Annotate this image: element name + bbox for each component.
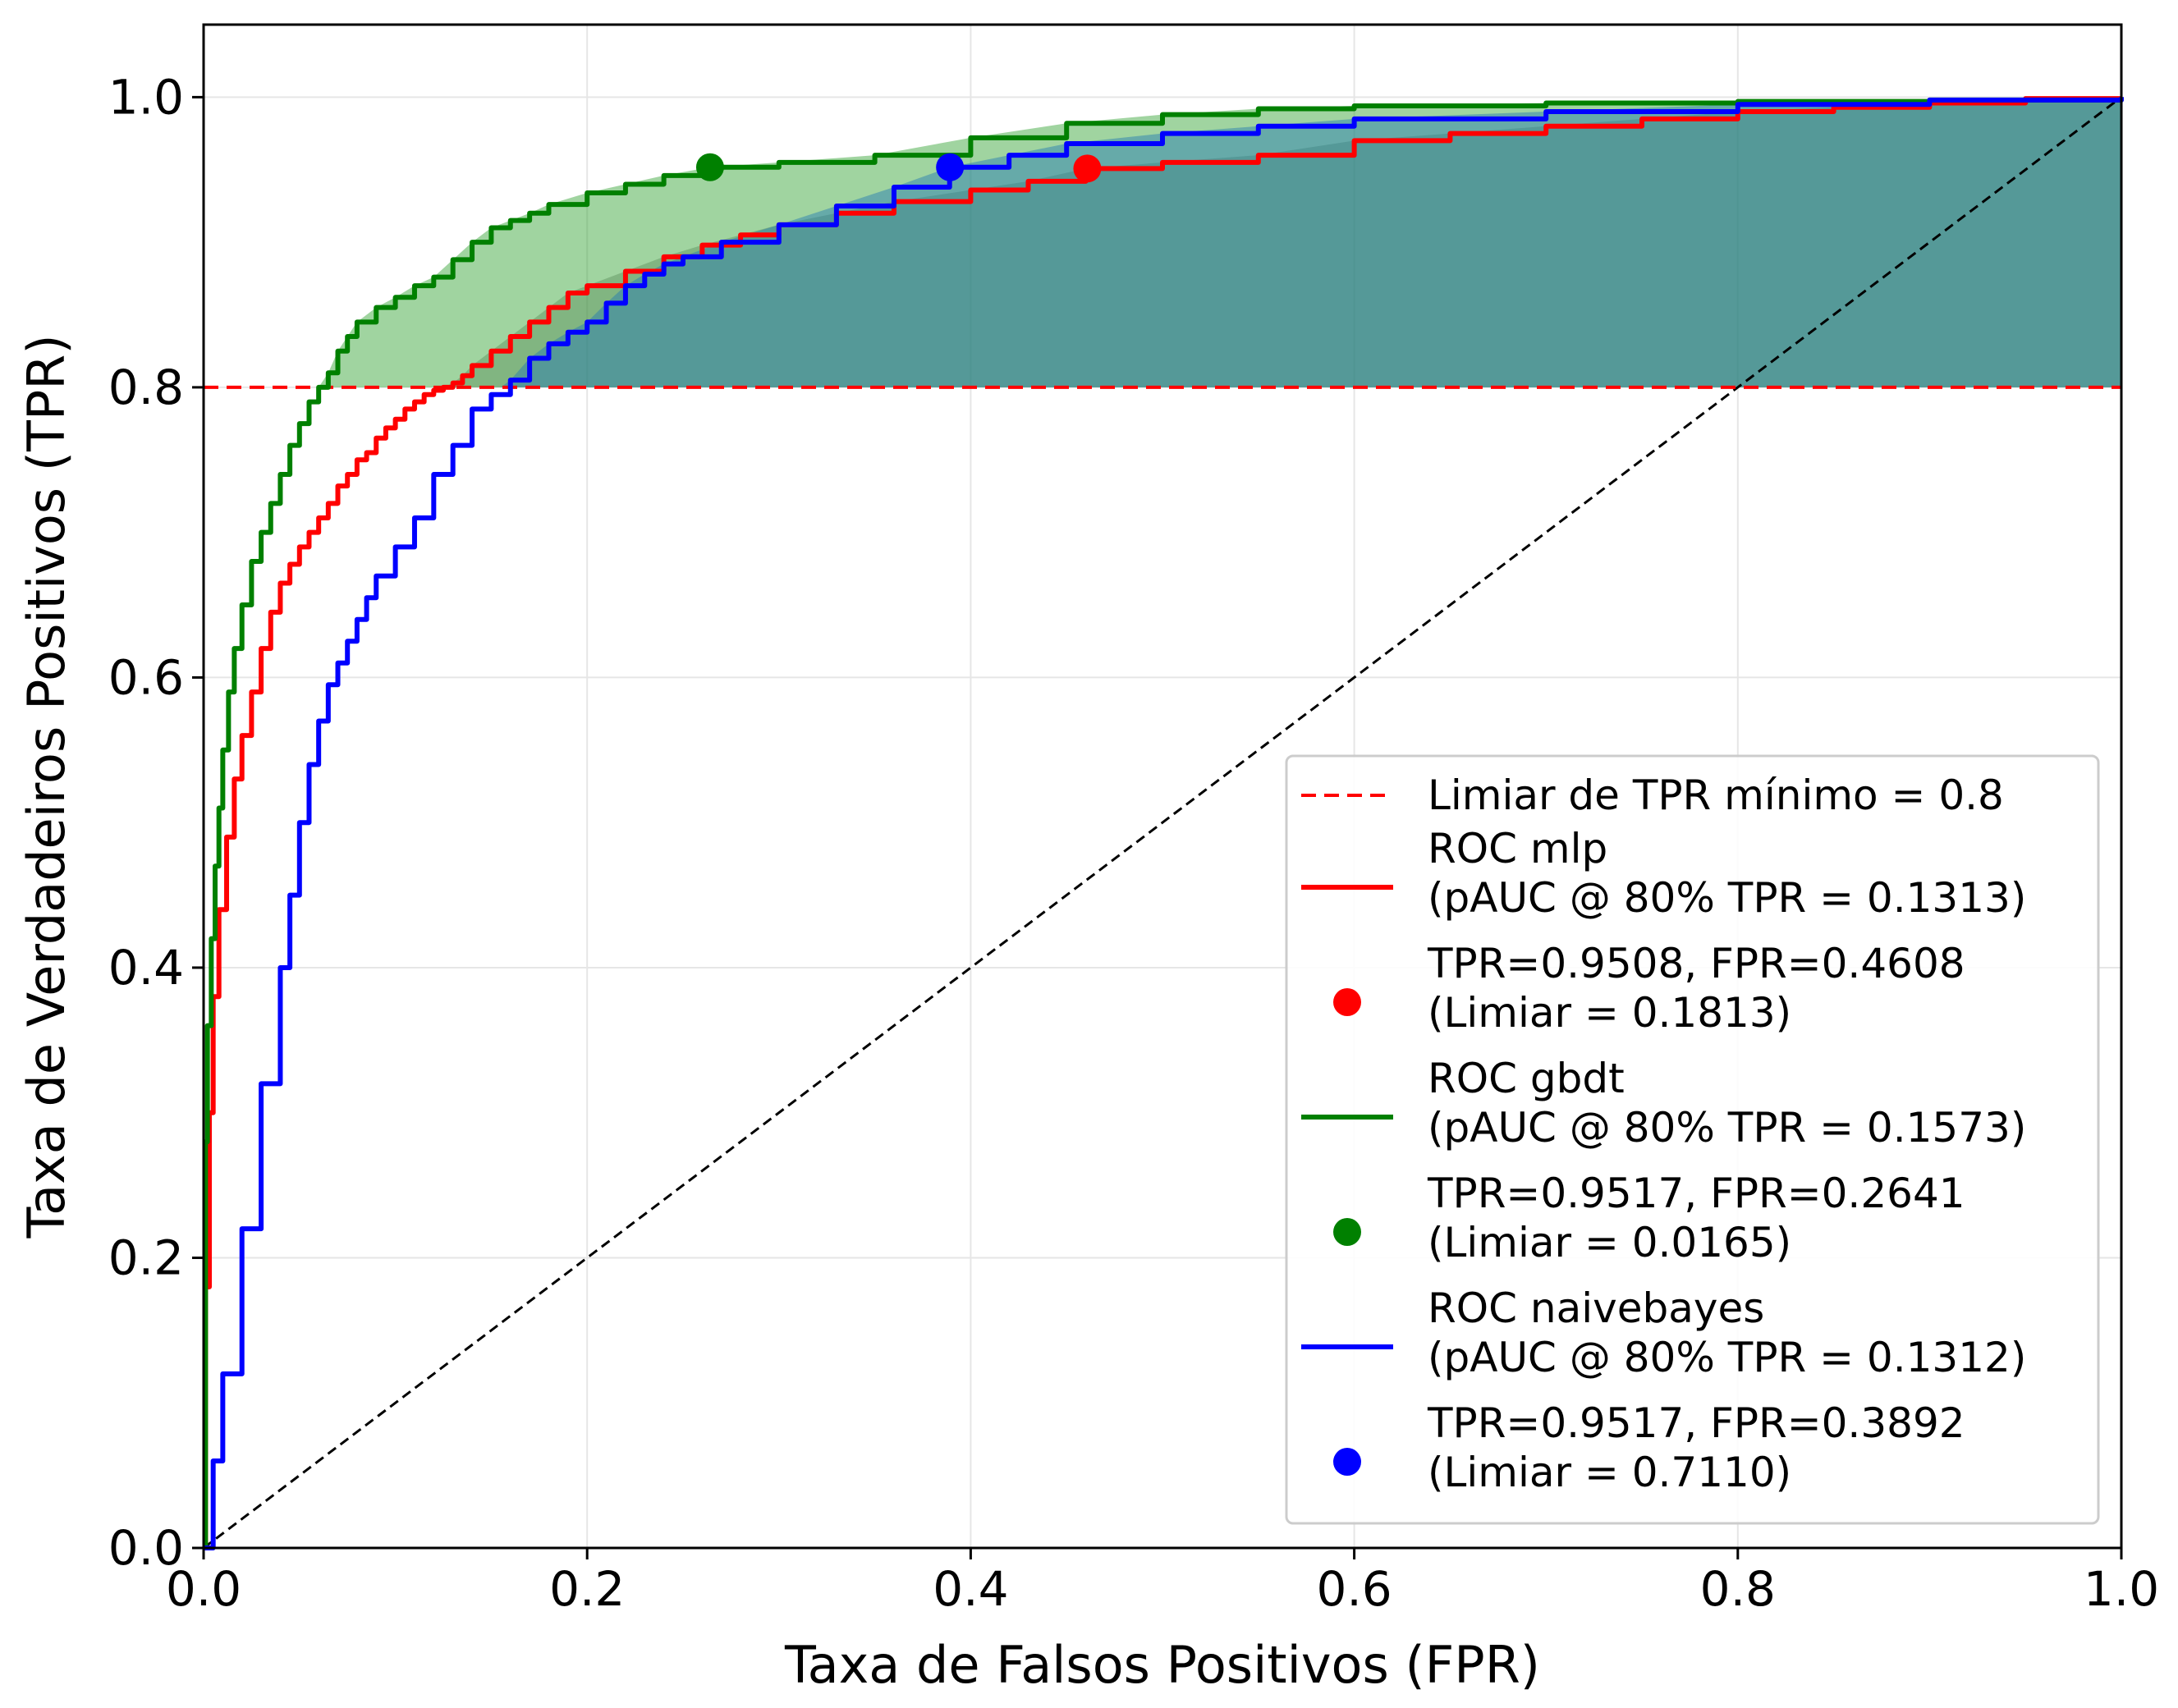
x-tick-label: 1.0 [2084, 1561, 2159, 1617]
x-tick-label: 0.4 [933, 1561, 1008, 1617]
legend-marker-threshold: (Limiar = 0.0165) [1428, 1219, 1791, 1266]
legend-marker-threshold: (Limiar = 0.1813) [1428, 989, 1791, 1037]
x-tick-label: 0.0 [166, 1561, 241, 1617]
y-tick-label: 0.4 [108, 940, 184, 996]
x-tick-label: 0.2 [549, 1561, 625, 1617]
roc-curve-line [203, 96, 2124, 1550]
legend-series-pauc: (pAUC @ 80% TPR = 0.1312) [1428, 1334, 2026, 1381]
y-tick-label: 0.8 [108, 359, 184, 415]
pauc-fill-area [501, 97, 2121, 387]
plot-frame [202, 23, 2123, 1550]
legend-box [1285, 754, 2100, 1525]
legend-marker-label: TPR=0.9517, FPR=0.2641 [1427, 1170, 1965, 1217]
y-axis-label: Taxa de Verdadeiros Positivos (TPR) [16, 334, 76, 1239]
legend-series-pauc: (pAUC @ 80% TPR = 0.1313) [1428, 874, 2026, 922]
operating-point-marker [1073, 154, 1102, 183]
y-tick-label: 1.0 [108, 69, 184, 125]
x-axis-label: Taxa de Falsos Positivos (FPR) [784, 1635, 1540, 1695]
roc-lines [203, 96, 2124, 1550]
operating-point-marker [695, 153, 724, 181]
axis-ticks: 0.0 0.2 0.4 0.6 0.8 1.0 0.0 0.2 0.4 0.6 0.8 1.0 [108, 69, 2159, 1617]
legend-marker-swatch [1333, 988, 1361, 1016]
x-tick-label: 0.8 [1700, 1561, 1776, 1617]
operating-point-markers [695, 153, 1102, 183]
legend-threshold-label: Limiar de TPR mínimo = 0.8 [1428, 772, 2004, 819]
legend-marker-threshold: (Limiar = 0.7110) [1428, 1449, 1791, 1496]
operating-point-marker [936, 153, 965, 181]
roc-curve-line [204, 97, 2124, 1550]
roc-curve-line [203, 97, 2124, 1550]
legend-series-name: ROC gbdt [1428, 1055, 1625, 1102]
legend-marker-label: TPR=0.9508, FPR=0.4608 [1427, 940, 1965, 987]
legend-marker-label: TPR=0.9517, FPR=0.3892 [1427, 1399, 1965, 1447]
y-tick-label: 0.0 [108, 1520, 184, 1576]
pauc-fill-area [443, 97, 2121, 387]
legend-series-name: ROC naivebayes [1428, 1284, 1764, 1332]
legend-series-pauc: (pAUC @ 80% TPR = 0.1573) [1428, 1104, 2026, 1152]
legend-marker-swatch [1333, 1218, 1361, 1246]
pauc-fill-area [319, 97, 2122, 387]
legend-series-name: ROC mlp [1428, 825, 1607, 872]
diagonal-chance-line [203, 96, 2122, 1550]
x-tick-label: 0.6 [1316, 1561, 1392, 1617]
legend-marker-swatch [1333, 1448, 1361, 1476]
y-tick-label: 0.2 [108, 1229, 184, 1285]
pauc-fill-areas [319, 97, 2122, 387]
y-tick-label: 0.6 [108, 649, 184, 705]
